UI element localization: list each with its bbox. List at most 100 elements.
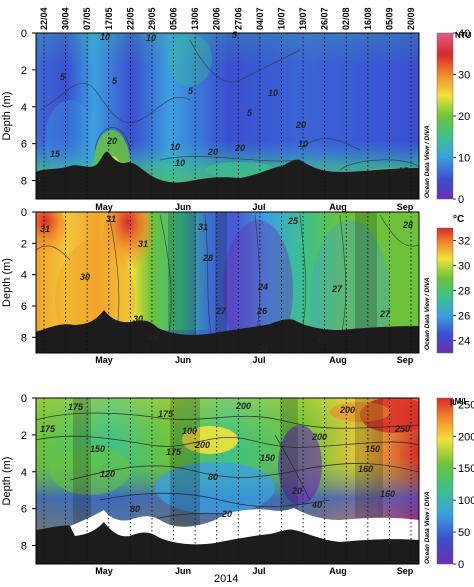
svg-text:160: 160 (380, 489, 395, 499)
contour-labels-turbidity: 10 10 5 5 5 5 5 10 10 20 20 10 20 10 15 … (50, 30, 409, 176)
sample-date-label: 20/09 (406, 7, 416, 30)
svg-text:120: 120 (100, 469, 115, 479)
colorbar-tick-label: 26 (458, 311, 470, 323)
sample-date-label: 16/08 (363, 7, 373, 30)
svg-text:5: 5 (247, 108, 253, 118)
colorbar-tick-label: 50 (458, 527, 470, 539)
y-tick-label: 8 (21, 176, 27, 188)
svg-text:20: 20 (207, 147, 218, 157)
sample-date-label: 19/07 (298, 7, 308, 30)
y-tick-label: 8 (21, 541, 27, 553)
svg-text:150: 150 (365, 444, 380, 454)
colorbar-tick-label: 100 (458, 495, 474, 507)
svg-text:200: 200 (339, 405, 355, 415)
colorbar-tick-label: 250 (458, 399, 474, 411)
svg-text:10: 10 (175, 158, 185, 168)
sample-date-label: 17/05 (104, 7, 114, 30)
colorbar-tick-label: 30 (458, 261, 470, 273)
month-tick-label: Jun (175, 202, 191, 212)
month-tick-label: Aug (329, 566, 347, 576)
sample-date-label: 10/07 (276, 7, 286, 30)
seabed-silhouette (36, 310, 419, 353)
sample-date-label: 20/06 (212, 7, 222, 30)
svg-text:10: 10 (298, 139, 308, 149)
svg-text:31: 31 (198, 222, 208, 232)
svg-text:175: 175 (158, 409, 174, 419)
svg-text:27: 27 (215, 306, 227, 316)
svg-text:175: 175 (166, 447, 182, 457)
svg-text:200: 200 (311, 432, 327, 442)
concentration-panel: 175 175 175 100 175 200 200 150 120 80 1… (35, 397, 420, 565)
colorbar-tick-label: 150 (458, 463, 474, 475)
y-tick-label: 2 (21, 238, 27, 250)
svg-text:200: 200 (194, 440, 210, 450)
svg-text:29: 29 (147, 332, 158, 342)
month-tick-label: May (95, 566, 113, 576)
sample-date-label: 04/07 (255, 7, 265, 30)
contour-labels-concentration: 175 175 175 100 175 200 200 150 120 80 1… (40, 401, 410, 519)
svg-text:31: 31 (106, 214, 116, 224)
svg-text:30: 30 (80, 272, 90, 282)
colorbar-tick-label: 30 (458, 70, 470, 82)
sample-date-label: 30/04 (61, 7, 71, 30)
sample-date-label: 22/05 (125, 7, 135, 30)
month-tick-label: May (95, 202, 113, 212)
colorbar-tick-label: 0 (458, 559, 464, 571)
svg-text:25: 25 (287, 216, 299, 226)
svg-text:10: 10 (146, 33, 156, 43)
svg-text:20: 20 (234, 143, 245, 153)
svg-text:5: 5 (112, 76, 118, 86)
svg-text:10: 10 (268, 88, 278, 98)
svg-text:26: 26 (317, 333, 329, 343)
y-tick-label: 6 (21, 139, 27, 151)
svg-text:5: 5 (60, 72, 66, 82)
svg-text:175: 175 (40, 424, 56, 434)
month-tick-label: Sep (397, 566, 414, 576)
svg-text:80: 80 (208, 472, 218, 482)
svg-text:10: 10 (100, 32, 110, 42)
svg-text:5: 5 (188, 86, 194, 96)
month-tick-label: Jul (252, 202, 265, 212)
colorbar-unit-concentration: µM/l (450, 397, 466, 406)
svg-text:27: 27 (379, 309, 391, 319)
y-tick-label: 6 (21, 301, 27, 313)
colorbar-unit-temperature: °C (453, 214, 464, 225)
sample-date-label: 02/08 (341, 7, 351, 30)
colorbar-concentration (436, 397, 454, 565)
svg-text:24: 24 (257, 282, 268, 292)
svg-text:10: 10 (170, 142, 180, 152)
month-tick-label: Jun (175, 355, 191, 365)
svg-text:31: 31 (40, 224, 50, 234)
svg-text:100: 100 (182, 426, 197, 436)
sample-date-label: 13/06 (190, 7, 200, 30)
y-tick-label: 0 (21, 207, 27, 219)
colorbar-tick-label: 32 (458, 236, 470, 248)
svg-text:175: 175 (68, 402, 84, 412)
sample-date-label: 22/04 (39, 7, 49, 30)
month-tick-label: Sep (397, 355, 414, 365)
y-tick-label: 4 (21, 270, 27, 282)
colorbar-temperature (436, 227, 454, 354)
colorbar-tick-label: 20 (458, 111, 470, 123)
svg-text:15: 15 (50, 149, 61, 159)
month-tick-label: May (95, 355, 113, 365)
temperature-panel: 31 31 30 29 30 28 27 26 25 24 27 27 28 2… (35, 211, 420, 354)
svg-text:28: 28 (402, 220, 413, 230)
svg-text:5: 5 (232, 30, 238, 40)
svg-text:250: 250 (394, 424, 410, 434)
month-tick-label: Jul (252, 355, 265, 365)
sample-date-label: 07/05 (82, 7, 92, 30)
watermark-3: Ocean Data View / DIVA (424, 491, 431, 564)
svg-text:31: 31 (138, 239, 148, 249)
colorbar-tick-label: 24 (458, 336, 470, 348)
svg-text:28: 28 (202, 253, 213, 263)
contour-labels-temperature: 31 31 30 29 30 28 27 26 25 24 27 27 28 2… (40, 214, 413, 354)
y-tick-label: 8 (21, 332, 27, 344)
svg-text:20: 20 (291, 486, 302, 496)
colorbar-tick-label: 40 (458, 28, 470, 40)
y-axis-label: Depth (m) (1, 258, 13, 307)
sample-date-label: 27/06 (233, 7, 243, 30)
month-tick-label: Aug (329, 355, 347, 365)
month-tick-label: Aug (329, 202, 347, 212)
svg-text:150: 150 (260, 453, 275, 463)
